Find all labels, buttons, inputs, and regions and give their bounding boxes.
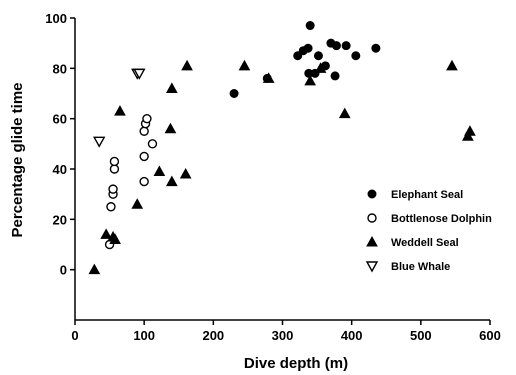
legend-item: Blue Whale — [365, 261, 450, 273]
data-point — [109, 156, 120, 167]
chart-axes — [74, 18, 490, 321]
data-point — [229, 89, 239, 98]
legend-marker — [365, 261, 379, 273]
legend-item: Bottlenose Dolphin — [367, 213, 492, 225]
x-tick-label: 100 — [133, 328, 155, 343]
series-weddell-seal — [88, 59, 476, 275]
data-point — [293, 51, 303, 61]
y-tick-label: 60 — [53, 112, 67, 127]
chart-points — [88, 21, 476, 275]
data-point — [165, 175, 178, 187]
y-tick-label: 80 — [53, 61, 67, 76]
data-point — [238, 59, 251, 71]
data-point — [341, 41, 351, 51]
data-point — [338, 107, 351, 119]
data-point — [262, 72, 275, 83]
x-tick-label: 300 — [272, 328, 294, 343]
data-point — [305, 21, 315, 31]
data-point — [108, 184, 118, 194]
data-point — [462, 130, 474, 141]
legend-label: Weddell Seal — [391, 237, 459, 249]
data-point — [109, 164, 120, 174]
data-point — [313, 51, 323, 61]
data-point — [100, 228, 112, 239]
legend-item: Weddell Seal — [366, 235, 459, 249]
data-point — [330, 71, 340, 81]
y-tick-label: 100 — [45, 11, 67, 26]
data-point — [139, 151, 149, 162]
data-point — [109, 233, 121, 244]
x-tick-label: 200 — [202, 328, 224, 343]
y-axis-title: Percentage glide time — [9, 82, 26, 237]
data-point — [179, 168, 192, 179]
data-point — [114, 105, 126, 116]
x-tick-label: 500 — [410, 328, 432, 343]
legend-marker — [366, 235, 378, 247]
data-point — [351, 51, 361, 61]
x-tick-label: 600 — [479, 328, 501, 343]
legend-marker — [367, 189, 377, 199]
data-point — [446, 59, 458, 71]
y-tick-label: 0 — [60, 263, 67, 278]
legend-label: Bottlenose Dolphin — [391, 213, 492, 225]
series-bottlenose-dolphin — [104, 113, 158, 250]
data-point — [139, 126, 149, 136]
data-point — [314, 62, 327, 73]
data-point — [331, 41, 341, 51]
data-point — [133, 68, 146, 80]
data-point — [164, 122, 177, 134]
legend-item: Elephant Seal — [367, 189, 463, 201]
y-tick-label: 40 — [53, 162, 67, 177]
x-tick-label: 0 — [71, 328, 78, 343]
data-point — [106, 202, 116, 212]
data-point — [142, 113, 152, 124]
chart-legend: Elephant Seal Bottlenose Dolphin Weddell S… — [365, 189, 492, 273]
data-point — [131, 198, 144, 209]
data-point — [139, 176, 149, 187]
x-tick-label: 400 — [341, 328, 363, 343]
legend-label: Blue Whale — [391, 261, 450, 273]
data-point — [88, 263, 101, 275]
data-point — [153, 165, 166, 177]
series-elephant-seal — [229, 21, 381, 98]
legend-marker — [367, 213, 377, 223]
data-point — [464, 125, 476, 136]
data-point — [93, 136, 106, 148]
data-point — [304, 74, 317, 86]
chart-ticks: 0 20 40 60 80 100 0 100 200 300 400 500 600 — [45, 11, 501, 343]
data-point — [147, 139, 158, 149]
series-blue-whale — [93, 68, 146, 148]
legend-label: Elephant Seal — [391, 189, 463, 201]
data-point — [371, 43, 381, 53]
data-point — [303, 43, 313, 53]
x-axis-title: Dive depth (m) — [244, 355, 348, 372]
y-tick-label: 20 — [53, 212, 67, 227]
data-point — [165, 82, 178, 93]
data-point — [181, 59, 193, 71]
